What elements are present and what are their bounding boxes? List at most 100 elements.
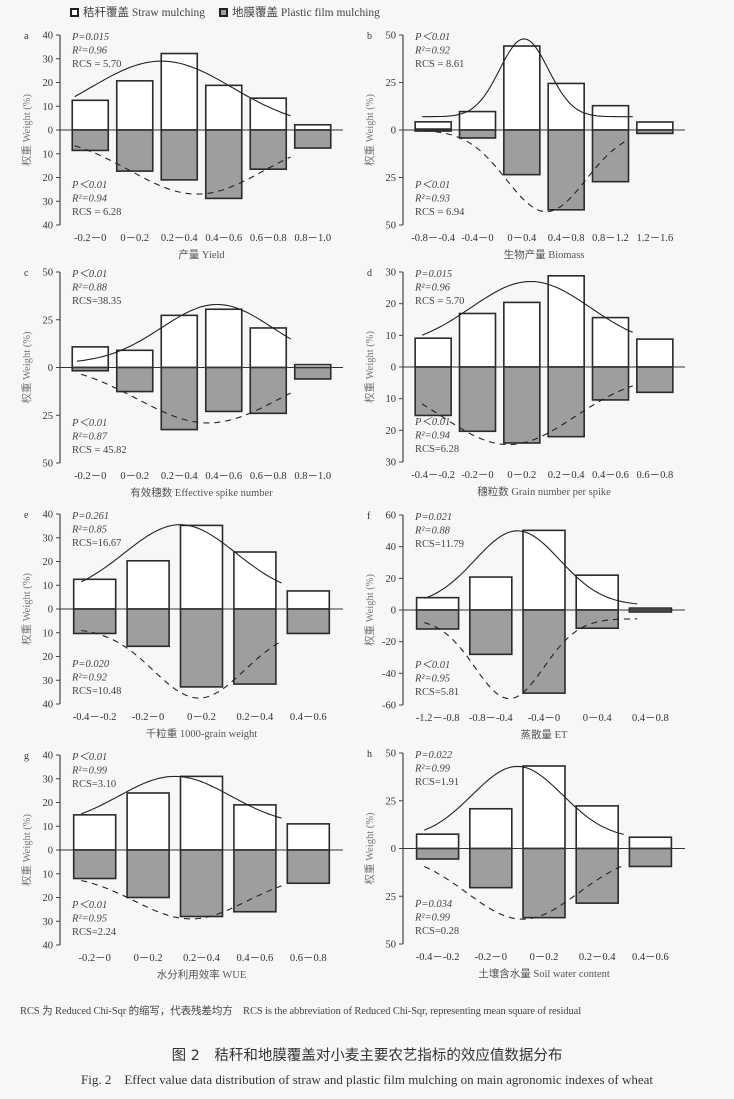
bar-straw xyxy=(71,346,110,369)
x-axis-label: 土壤含水量 Soil water content xyxy=(478,967,610,980)
panel-b: b 50 25 0 25 50 权重 Weight (%) P＜0.01 R²=0.92 RCS … xyxy=(363,31,685,261)
x-axis-label: 蒸散量 ET xyxy=(521,728,569,741)
bar-film xyxy=(115,366,154,393)
stat-p: P＜0.01 xyxy=(71,751,107,763)
fit-curve-film xyxy=(424,618,638,700)
legend: 秸秆覆盖 Straw mulching 地膜覆盖 Plastic film mu… xyxy=(70,4,380,20)
x-tick-label: 0.6－0.8 xyxy=(290,953,327,964)
fit-curve-film xyxy=(421,385,633,446)
y-tick-label: 30 xyxy=(386,268,397,279)
x-tick-label: -0.2－0 xyxy=(132,712,164,723)
panel-e: e 40 30 20 10 0 10 20 30 40 权重 Weight (%) P=0.261 R²… xyxy=(20,510,343,740)
stat-p: P＜0.01 xyxy=(414,31,450,43)
y-tick-label: 25 xyxy=(386,78,397,89)
stat-p: P=0.015 xyxy=(71,32,109,43)
fit-curve-straw xyxy=(76,303,291,362)
bar-straw xyxy=(522,765,566,850)
x-axis-label: 产量 Yield xyxy=(178,248,225,261)
y-tick-label: 40 xyxy=(43,751,54,762)
panel-letter: d xyxy=(367,268,372,279)
x-tick-label: 0.2－0.4 xyxy=(161,233,198,244)
stat-r2: R²=0.99 xyxy=(414,913,451,924)
legend-item-straw: 秸秆覆盖 Straw mulching xyxy=(70,4,205,20)
fit-curve-film xyxy=(424,130,629,213)
fit-curve-film xyxy=(81,879,282,920)
bar-straw xyxy=(415,833,460,850)
bar-straw xyxy=(628,836,673,850)
x-tick-label: 0.4－0.6 xyxy=(290,712,327,723)
stat-r2: R²=0.99 xyxy=(414,764,451,775)
stat-r2: R²=0.95 xyxy=(71,914,107,925)
bar-film xyxy=(160,129,199,181)
x-axis-label: 水分利用效率 WUE xyxy=(157,968,247,981)
y-axis-label: 权重 Weight (%) xyxy=(363,330,376,403)
stat-p: P=0.261 xyxy=(71,511,109,522)
panel-letter: h xyxy=(367,749,372,760)
bar-film xyxy=(591,129,630,183)
y-tick-label: 10 xyxy=(386,331,397,342)
x-tick-label: 0.8－1.0 xyxy=(294,471,331,482)
x-tick-label: -0.8－-0.4 xyxy=(411,233,455,244)
y-tick-label: -60 xyxy=(382,701,396,712)
x-tick-label: -0.2－0 xyxy=(475,952,507,963)
fit-curve-film xyxy=(74,145,291,195)
bar-straw xyxy=(415,596,460,611)
y-tick-label: 10 xyxy=(43,581,54,592)
x-axis-label: 千粒重 1000-grain weight xyxy=(146,727,257,740)
stat-rcs: RCS = 6.28 xyxy=(72,207,121,218)
stat-rcs: RCS=0.28 xyxy=(415,926,459,937)
bar-straw xyxy=(179,775,224,851)
x-tick-label: -0.2－0 xyxy=(74,233,106,244)
stat-rcs: RCS=10.48 xyxy=(72,686,121,697)
y-tick-label: 30 xyxy=(43,774,54,785)
stat-rcs: RCS = 8.61 xyxy=(415,59,464,70)
film-swatch-icon xyxy=(219,7,229,17)
stat-r2: R²=0.92 xyxy=(414,46,451,57)
bar-film xyxy=(72,849,117,880)
stat-p: P=0.020 xyxy=(71,659,110,670)
bar-film xyxy=(115,129,154,172)
y-tick-label: 50 xyxy=(386,221,397,232)
bar-straw xyxy=(591,104,630,131)
x-tick-label: -0.2－0 xyxy=(74,471,106,482)
panel-letter: a xyxy=(24,31,29,42)
x-tick-label: -0.4－0 xyxy=(528,713,560,724)
x-tick-label: 0.6－0.8 xyxy=(250,471,287,482)
stat-r2: R²=0.93 xyxy=(414,194,450,205)
y-tick-label: 10 xyxy=(43,102,54,113)
bar-film xyxy=(249,129,288,170)
y-tick-label: 20 xyxy=(386,299,397,310)
straw-swatch-icon xyxy=(70,7,79,17)
bar-straw xyxy=(458,110,497,131)
bar-film xyxy=(126,608,170,648)
bar-straw xyxy=(547,82,585,131)
bar-straw xyxy=(71,99,110,131)
y-tick-label: 0 xyxy=(391,606,396,617)
x-tick-label: -0.2－0 xyxy=(461,470,493,481)
bar-film xyxy=(468,609,513,656)
bar-film xyxy=(233,849,277,913)
y-tick-label: 0 xyxy=(391,363,396,374)
bar-film xyxy=(179,608,224,688)
stat-p: P=0.015 xyxy=(414,269,452,280)
legend-label-straw: 秸秆覆盖 Straw mulching xyxy=(83,7,206,19)
y-axis-label: 权重 Weight (%) xyxy=(363,812,376,885)
y-tick-label: 20 xyxy=(386,574,397,585)
bar-straw xyxy=(286,823,331,851)
stat-r2: R²=0.85 xyxy=(71,525,107,536)
x-tick-label: 0.4－0.6 xyxy=(205,471,242,482)
stat-rcs: RCS=2.24 xyxy=(72,927,117,938)
y-tick-label: 40 xyxy=(43,221,54,232)
x-axis-label: 有效穗数 Effective spike number xyxy=(130,486,273,499)
bar-film xyxy=(179,849,224,918)
stat-rcs: RCS=38.35 xyxy=(72,296,121,307)
stat-p: P＜0.01 xyxy=(414,179,450,191)
bar-film xyxy=(72,608,117,635)
stat-p: P=0.021 xyxy=(414,512,452,523)
x-tick-label: 0－0.4 xyxy=(583,713,613,724)
stat-r2: R²=0.94 xyxy=(71,194,108,205)
x-tick-label: 0－0.4 xyxy=(507,233,537,244)
stat-rcs: RCS = 45.82 xyxy=(72,445,127,456)
y-tick-label: 30 xyxy=(386,458,397,469)
stat-r2: R²=0.99 xyxy=(71,766,108,777)
